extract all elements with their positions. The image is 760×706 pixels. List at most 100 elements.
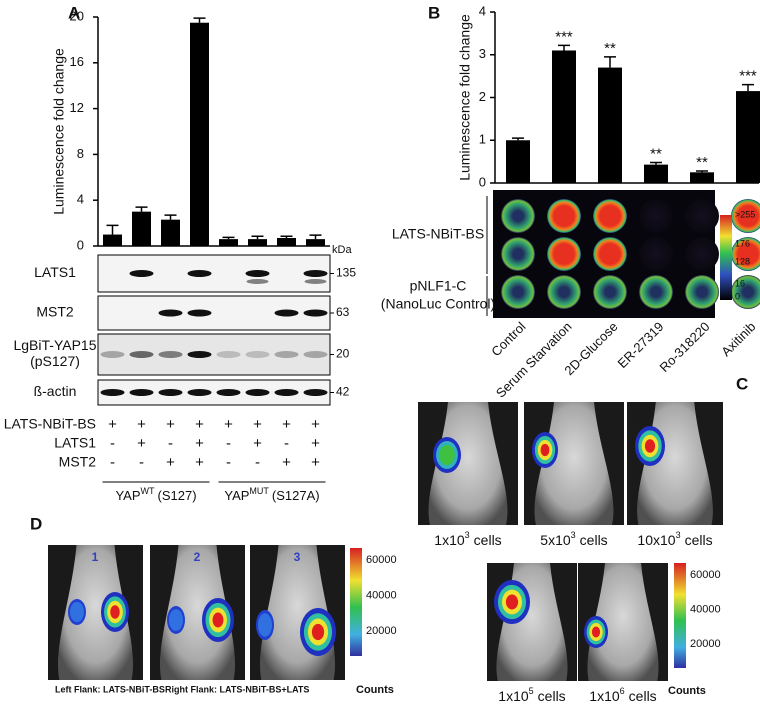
- condition-sign: +: [137, 416, 146, 433]
- plate-row-label: LATS-NBiT-BS: [392, 226, 484, 242]
- condition-sign: -: [226, 435, 231, 452]
- bar: [103, 234, 122, 246]
- condition-sign: -: [139, 454, 144, 471]
- count-unit: cells: [580, 532, 608, 548]
- kda-label: 135: [336, 266, 356, 280]
- blot-band: [187, 351, 212, 358]
- well: [639, 199, 673, 233]
- y-tick-label: 2: [479, 89, 486, 104]
- y-tick-label: 0: [479, 174, 486, 189]
- count-base: 1x10: [434, 532, 465, 548]
- mouse-body: [160, 545, 235, 680]
- blot-band: [100, 389, 125, 396]
- group-gene: YAP: [115, 488, 140, 503]
- y-tick-label: 0: [77, 237, 84, 252]
- significance: ***: [739, 68, 757, 85]
- condition-sign: +: [166, 454, 175, 471]
- bar: [132, 211, 151, 246]
- signal: [505, 594, 519, 610]
- well: [731, 275, 760, 309]
- blot-band: [129, 389, 154, 396]
- condition-sign: +: [195, 435, 204, 452]
- colorbar-label: 40000: [690, 604, 721, 616]
- panel-label: B: [428, 3, 440, 22]
- blot-band: [274, 309, 299, 317]
- signal: [644, 439, 656, 453]
- condition-sign: +: [311, 435, 320, 452]
- signal: [439, 444, 455, 466]
- colorbar-label: 60000: [690, 569, 721, 581]
- blot-label: ß-actin: [34, 383, 77, 399]
- error-bar: [604, 56, 616, 68]
- x-tick-label: Control: [488, 319, 528, 359]
- error-bar: [512, 137, 524, 141]
- bar: [506, 140, 530, 183]
- condition-label: LATS1: [54, 435, 96, 451]
- well: [639, 275, 673, 309]
- colorbar-unit: Counts: [668, 685, 706, 697]
- colorbar-label: 20000: [690, 638, 721, 650]
- error-bar: [650, 161, 662, 165]
- condition-sign: +: [137, 435, 146, 452]
- error-bar: [193, 17, 206, 23]
- mouse-body: [534, 402, 614, 525]
- group-sup: MUT: [249, 486, 269, 496]
- colorbar-label: 20000: [366, 625, 397, 637]
- well: [547, 237, 581, 271]
- condition-sign: +: [195, 454, 204, 471]
- colorbar: [350, 548, 362, 656]
- well: [685, 199, 719, 233]
- count-base: 5x10: [540, 532, 571, 548]
- count-unit: cells: [685, 532, 713, 548]
- colorbar-label: >255: [735, 209, 755, 219]
- y-tick-label: 4: [77, 192, 84, 207]
- count-base: 1x10: [589, 688, 620, 704]
- significance: **: [604, 40, 616, 57]
- error-bar: [280, 235, 293, 238]
- well: [501, 199, 535, 233]
- mouse-number: 3: [294, 550, 301, 564]
- mouse-body: [428, 402, 508, 525]
- condition-sign: +: [195, 416, 204, 433]
- condition-sign: -: [284, 435, 289, 452]
- y-tick-label: 8: [77, 146, 84, 161]
- group-site: (S127A): [272, 488, 320, 503]
- condition-sign: +: [108, 416, 117, 433]
- error-bar: [251, 235, 264, 240]
- y-tick-label: 16: [70, 54, 84, 69]
- signal: [257, 613, 273, 637]
- count-exp: 3: [571, 530, 576, 540]
- colorbar-label: 16: [735, 278, 745, 288]
- cell-count-label: 5x103 cells: [540, 530, 607, 547]
- error-bar: [309, 234, 322, 240]
- condition-sign: +: [224, 416, 233, 433]
- blot-label: MST2: [36, 304, 74, 320]
- blot-band: [245, 270, 270, 277]
- blot-band: [303, 270, 328, 277]
- condition-sign: +: [253, 435, 262, 452]
- blot-band: [304, 279, 327, 284]
- colorbar-label: 0: [735, 291, 740, 301]
- colorbar-label: 40000: [366, 590, 397, 602]
- blot-band: [216, 351, 241, 358]
- blot-band: [100, 351, 125, 358]
- signal: [69, 601, 85, 623]
- well: [593, 199, 627, 233]
- colorbar: [674, 563, 686, 668]
- group-label: YAPMUT (S127A): [224, 486, 319, 503]
- error-bar: [222, 236, 235, 240]
- well: [593, 237, 627, 271]
- count-base: 10x10: [637, 532, 675, 548]
- well: [593, 275, 627, 309]
- error-bar: [164, 214, 177, 220]
- count-exp: 5: [529, 686, 534, 696]
- colorbar: [720, 215, 732, 300]
- bar: [248, 239, 267, 246]
- blot-band: [245, 351, 270, 358]
- blot-label: LgBiT-YAP15: [13, 337, 96, 353]
- count-exp: 3: [465, 530, 470, 540]
- kda-unit: kDa: [332, 244, 352, 256]
- bar: [598, 67, 622, 183]
- blot-band: [303, 389, 328, 396]
